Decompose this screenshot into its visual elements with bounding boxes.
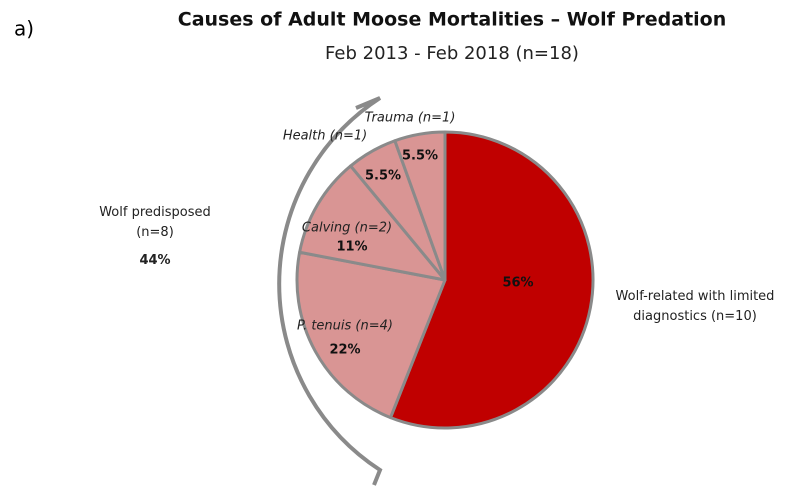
slice-label: Trauma (n=1) bbox=[365, 111, 456, 126]
slice-label: Calving (n=2) bbox=[302, 221, 392, 236]
value-label: 5.5% bbox=[402, 149, 438, 164]
slice-label: Wolf-related with limited diagnostics (n… bbox=[615, 289, 775, 324]
chart-subtitle: Feb 2013 - Feb 2018 (n=18) bbox=[325, 43, 579, 64]
slice-label: Health (n=1) bbox=[283, 129, 367, 144]
group-label: Wolf predisposed (n=8) bbox=[99, 205, 211, 240]
value-label: 5.5% bbox=[365, 169, 401, 184]
pie-slice bbox=[393, 130, 447, 282]
slice-label: P. tenuis (n=4) bbox=[297, 319, 393, 334]
value-label: 11% bbox=[336, 240, 367, 255]
group-bracket bbox=[277, 96, 383, 486]
panel-label: a) bbox=[14, 17, 34, 41]
chart-title: Causes of Adult Moose Mortalities – Wolf… bbox=[178, 9, 727, 31]
value-label: 22% bbox=[329, 343, 360, 358]
pie-slice bbox=[298, 164, 447, 282]
pie-slice bbox=[389, 130, 595, 430]
group-value-label: 44% bbox=[139, 253, 171, 268]
value-label: 56% bbox=[502, 276, 533, 291]
pie-slice bbox=[295, 250, 447, 420]
